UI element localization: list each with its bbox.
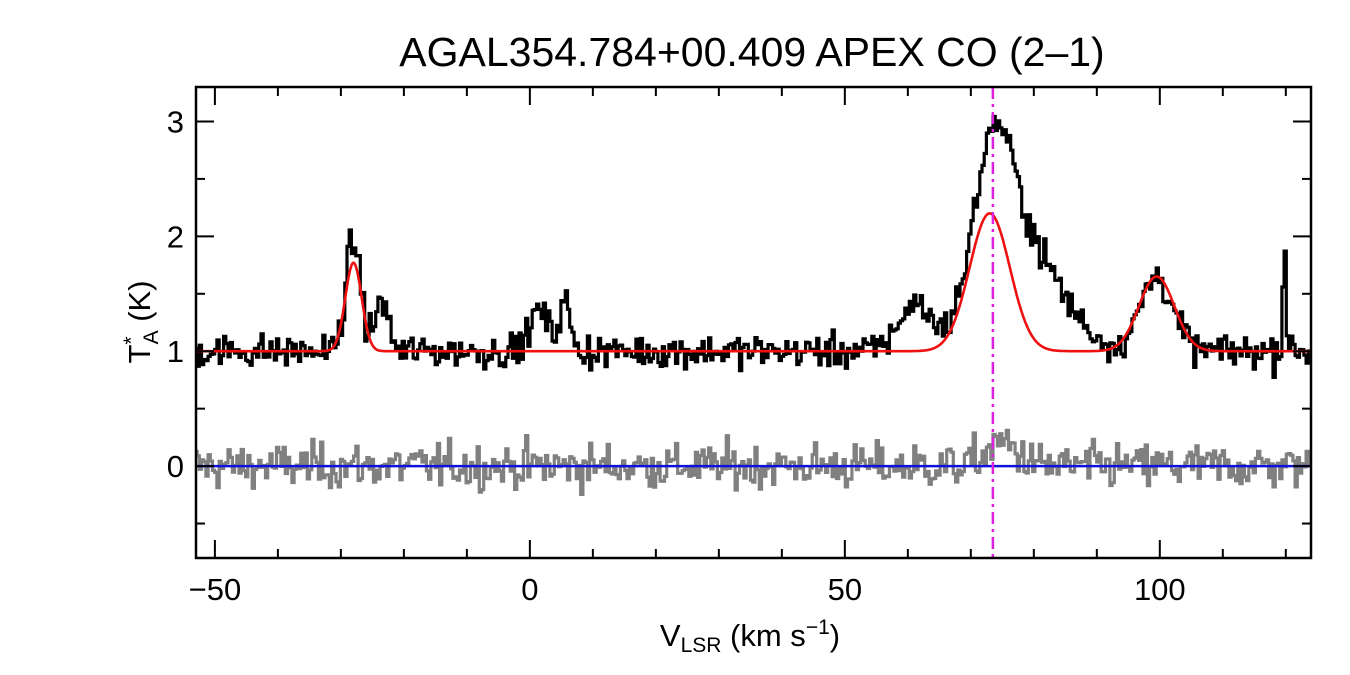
x-axis-label-superscript: −1: [806, 616, 830, 639]
y-axis-label-superscript: *: [120, 336, 143, 344]
x-tick-label: 100: [1134, 572, 1186, 607]
y-tick-label: 3: [167, 104, 184, 139]
axis-ticks: −50 0 50 100 0 1 2 3: [167, 87, 1311, 607]
plot-area: [196, 87, 1311, 558]
x-axis-label-main: V: [660, 618, 681, 653]
x-axis-label-unit: (km s: [721, 618, 805, 653]
y-tick-label: 2: [167, 219, 184, 254]
y-axis-label-main: T: [122, 345, 157, 364]
x-axis-label-close: ): [830, 618, 840, 653]
x-tick-label: −50: [189, 572, 242, 607]
chart-title: AGAL354.784+00.409 APEX CO (2–1): [399, 29, 1104, 75]
x-axis-label-subscript: LSR: [681, 634, 722, 657]
y-axis-label-subscript: A: [140, 330, 163, 344]
y-axis-label-unit: (K): [122, 280, 157, 330]
y-tick-label: 1: [167, 334, 184, 369]
x-tick-label: 0: [521, 572, 538, 607]
y-tick-label: 0: [167, 449, 184, 484]
plot-frame: [194, 85, 1313, 560]
residual-spectrum-line: [196, 428, 1311, 496]
observed-spectrum-line: [196, 114, 1311, 379]
gaussian-fit-line: [196, 212, 1311, 353]
x-tick-label: 50: [828, 572, 862, 607]
x-axis-label: VLSR (km s−1): [660, 616, 840, 657]
y-axis-label: T*A (K): [120, 280, 163, 363]
